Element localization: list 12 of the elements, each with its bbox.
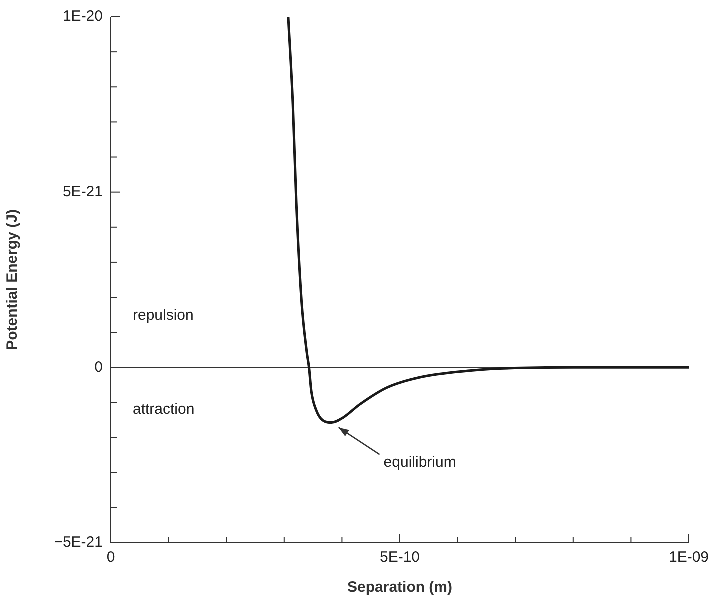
x-tick-label: 5E-10	[380, 549, 420, 566]
y-tick-label: 5E-21	[62, 183, 103, 200]
x-tick-label: 1E-09	[668, 549, 710, 566]
annotation: equilibrium	[384, 454, 456, 471]
y-axis-title: Potential Energy (J)	[4, 210, 22, 350]
y-tick-label: −5E-21	[54, 534, 103, 552]
x-tick-label: 0	[106, 549, 116, 566]
annotation: attraction	[133, 400, 195, 418]
y-tick-label: 1E-20	[62, 8, 103, 26]
annotation: repulsion	[133, 306, 194, 324]
y-tick-label: 0	[94, 358, 103, 376]
x-axis-title: Separation (m)	[347, 579, 453, 596]
